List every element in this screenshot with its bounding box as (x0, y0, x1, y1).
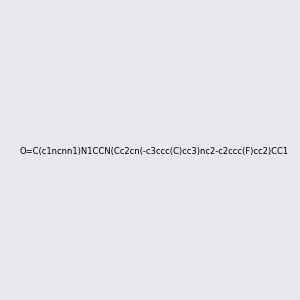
Text: O=C(c1ncnn1)N1CCN(Cc2cn(-c3ccc(C)cc3)nc2-c2ccc(F)cc2)CC1: O=C(c1ncnn1)N1CCN(Cc2cn(-c3ccc(C)cc3)nc2… (19, 147, 288, 156)
